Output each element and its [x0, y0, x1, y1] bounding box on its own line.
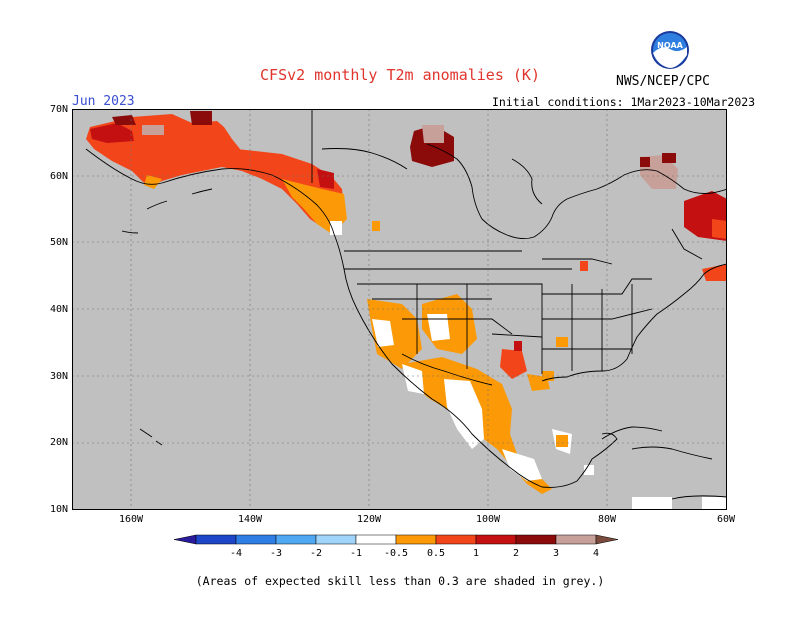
colorbar: -4 -3 -2 -1 -0.5 0.5 1 2 3 4 — [170, 533, 630, 567]
colorbar-label: -4 — [230, 548, 242, 559]
forecast-month: Jun 2023 — [72, 94, 135, 109]
lat-label: 70N — [49, 104, 68, 115]
lat-label: 10N — [49, 504, 68, 515]
map-title: CFSv2 monthly T2m anomalies (K) — [260, 66, 540, 84]
lon-label: 60W — [716, 514, 736, 525]
agency-label: NWS/NCEP/CPC — [616, 74, 710, 89]
anomaly-map — [72, 109, 728, 514]
colorbar-label: 0.5 — [427, 548, 445, 559]
lat-label: 20N — [49, 437, 68, 448]
colorbar-box — [515, 534, 557, 545]
lon-label: 160W — [118, 514, 144, 525]
lat-label: 60N — [49, 171, 68, 182]
colorbar-box — [395, 534, 437, 545]
lon-label: 80W — [597, 514, 617, 525]
colorbar-label: 2 — [513, 548, 519, 559]
noaa-logo: NOAA — [650, 30, 690, 74]
lon-label: 100W — [475, 514, 501, 525]
colorbar-box — [555, 534, 597, 545]
colorbar-box — [235, 534, 277, 545]
initial-conditions: Initial conditions: 1Mar2023-10Mar2023 — [492, 95, 756, 109]
colorbar-box — [435, 534, 477, 545]
footnote: (Areas of expected skill less than 0.3 a… — [195, 574, 605, 588]
lon-label: 140W — [237, 514, 263, 525]
colorbar-box — [195, 534, 237, 545]
colorbar-label: -1 — [350, 548, 362, 559]
colorbar-box — [355, 534, 397, 545]
colorbar-box — [475, 534, 517, 545]
colorbar-label: 4 — [593, 548, 599, 559]
lat-label: 30N — [49, 371, 68, 382]
colorbar-label: -3 — [270, 548, 282, 559]
colorbar-svg: -4 -3 -2 -1 -0.5 0.5 1 2 3 4 — [173, 534, 619, 559]
colorbar-box — [275, 534, 317, 545]
coastlines — [85, 109, 728, 500]
colorbar-arrow-low — [173, 534, 197, 545]
lat-label: 40N — [49, 304, 68, 315]
map-frame — [72, 109, 727, 510]
colorbar-arrow-high — [595, 534, 619, 545]
colorbar-label: 1 — [473, 548, 479, 559]
colorbar-label: -2 — [310, 548, 322, 559]
graticule — [72, 109, 727, 510]
colorbar-label: -0.5 — [384, 548, 408, 559]
colorbar-label: 3 — [553, 548, 559, 559]
colorbar-box — [315, 534, 357, 545]
map-svg — [72, 109, 728, 510]
logo-text: NOAA — [657, 41, 683, 50]
lat-label: 50N — [49, 237, 68, 248]
lon-label: 120W — [356, 514, 382, 525]
